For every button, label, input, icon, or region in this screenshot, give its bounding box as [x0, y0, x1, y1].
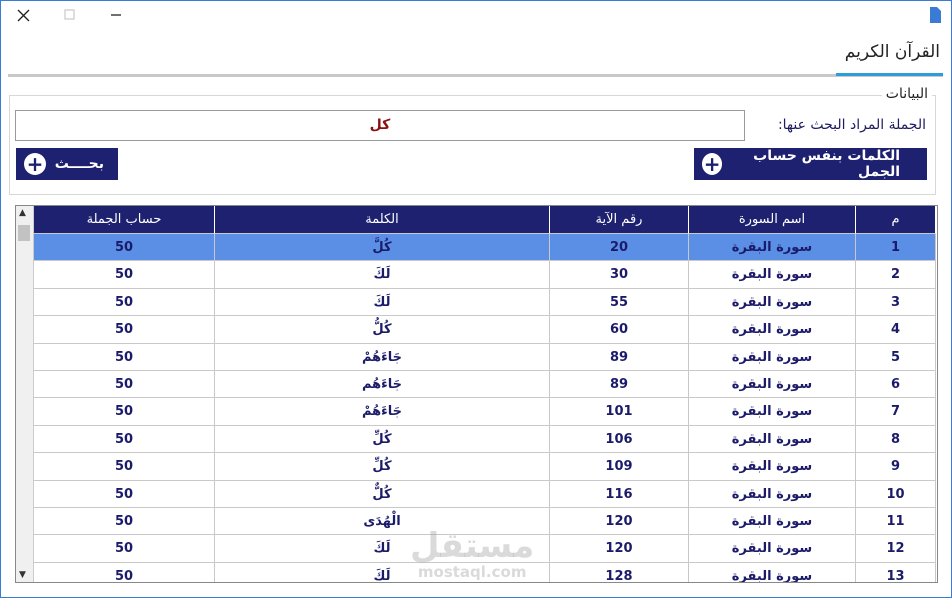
- plus-icon: +: [702, 152, 723, 176]
- table-cell: 9: [856, 453, 936, 481]
- table-cell: 116: [550, 480, 689, 508]
- table-cell: 50: [34, 261, 215, 289]
- scroll-thumb[interactable]: [18, 225, 30, 241]
- table-cell: كُلِّ: [215, 453, 550, 481]
- table-cell: 120: [550, 508, 689, 536]
- table-cell: 12: [856, 535, 936, 563]
- scroll-down[interactable]: ▼: [19, 570, 26, 580]
- column-header: حساب الجملة: [34, 206, 215, 234]
- maximize-button[interactable]: [64, 9, 75, 20]
- table-cell: 4: [856, 316, 936, 344]
- watermark: مستقل mostaql.com: [410, 528, 534, 580]
- table-cell: كُلٌّ: [215, 480, 550, 508]
- table-cell: جَاءَهُمْ: [215, 398, 550, 426]
- table-cell: لَكَ: [215, 288, 550, 317]
- table-cell: 50: [34, 343, 215, 371]
- column-header: م: [856, 206, 936, 234]
- table-cell: 50: [34, 316, 215, 344]
- table-cell: 11: [856, 508, 936, 536]
- tab-title[interactable]: القرآن الكريم: [844, 42, 940, 62]
- table-cell: 50: [34, 371, 215, 399]
- table-cell: سورة البقرة: [689, 261, 856, 289]
- close-button[interactable]: [17, 9, 30, 22]
- table-cell: 50: [34, 480, 215, 508]
- table-cell: كُلُّ: [215, 316, 550, 344]
- group-box: [9, 95, 936, 195]
- plus-icon: +: [24, 153, 46, 175]
- search-button[interactable]: بحــــث +: [16, 148, 118, 180]
- table-cell: سورة البقرة: [689, 562, 856, 582]
- column-header: الكلمة: [215, 206, 550, 234]
- tab-underline: [836, 73, 943, 76]
- title-bar: [17, 7, 941, 23]
- search-label: الجملة المراد البحث عنها:: [777, 117, 926, 133]
- table-cell: سورة البقرة: [689, 480, 856, 508]
- column-header: اسم السورة: [689, 206, 856, 234]
- table-cell: 89: [550, 371, 689, 399]
- table-cell: 50: [34, 425, 215, 454]
- table-cell: 50: [34, 453, 215, 481]
- table-cell: 30: [550, 261, 689, 289]
- table-cell: 89: [550, 343, 689, 371]
- scroll-up[interactable]: ▲: [19, 208, 26, 218]
- table-cell: كُلَّ: [215, 234, 550, 262]
- data-grid: ▲ ▼ م اسم السورة رقم الآية الكلمة حساب الجمل…: [15, 205, 938, 583]
- table-cell: 5: [856, 343, 936, 371]
- table-cell: 50: [34, 562, 215, 582]
- button-text: الكلمات بنفس حساب الجمل: [753, 148, 900, 180]
- table-cell: 50: [34, 398, 215, 426]
- watermark-latin: mostaql.com: [417, 563, 527, 581]
- table-cell: الْهُدَى: [215, 508, 550, 536]
- table-cell: 60: [550, 316, 689, 344]
- table-cell: سورة البقرة: [689, 234, 856, 262]
- watermark-arabic: مستقل: [410, 526, 535, 566]
- table-cell: سورة البقرة: [689, 425, 856, 454]
- table-cell: لَكَ: [215, 535, 550, 563]
- table-cell: 50: [34, 508, 215, 536]
- table-cell: 109: [550, 453, 689, 481]
- table-cell: سورة البقرة: [689, 371, 856, 399]
- table-cell: لَكَ: [215, 562, 550, 582]
- table-cell: سورة البقرة: [689, 508, 856, 536]
- search-input[interactable]: كل: [15, 110, 745, 141]
- table-cell: سورة البقرة: [689, 453, 856, 481]
- column-header: رقم الآية: [550, 206, 689, 234]
- table-cell: 50: [34, 234, 215, 262]
- table-cell: لَكَ: [215, 261, 550, 289]
- table-cell: سورة البقرة: [689, 288, 856, 317]
- app-icon: [930, 7, 941, 23]
- table-cell: 3: [856, 288, 936, 317]
- group-title: البيانات: [881, 86, 932, 102]
- table-cell: كُلِّ: [215, 425, 550, 454]
- table-cell: 6: [856, 371, 936, 399]
- table-cell: سورة البقرة: [689, 343, 856, 371]
- table-cell: 120: [550, 535, 689, 563]
- table-cell: سورة البقرة: [689, 398, 856, 426]
- table-cell: سورة البقرة: [689, 316, 856, 344]
- table-cell: 128: [550, 562, 689, 582]
- table-cell: 50: [34, 535, 215, 563]
- table-cell: 1: [856, 234, 936, 262]
- same-value-button[interactable]: الكلمات بنفس حساب الجمل +: [694, 148, 927, 180]
- button-text: بحــــث: [54, 156, 104, 172]
- table-cell: 106: [550, 425, 689, 454]
- table-cell: 101: [550, 398, 689, 426]
- table-cell: 8: [856, 425, 936, 454]
- table-cell: 50: [34, 288, 215, 317]
- table-cell: 20: [550, 234, 689, 262]
- scrollbar[interactable]: ▲ ▼: [16, 206, 34, 582]
- tab-strip: [8, 74, 943, 77]
- table-cell: 2: [856, 261, 936, 289]
- table-cell: 7: [856, 398, 936, 426]
- table-cell: جَاءَهُم: [215, 371, 550, 399]
- table-cell: 13: [856, 562, 936, 582]
- table-cell: 10: [856, 480, 936, 508]
- table-cell: 55: [550, 288, 689, 317]
- table-cell: جَاءَهُمْ: [215, 343, 550, 371]
- window-controls: [17, 9, 121, 22]
- table-cell: سورة البقرة: [689, 535, 856, 563]
